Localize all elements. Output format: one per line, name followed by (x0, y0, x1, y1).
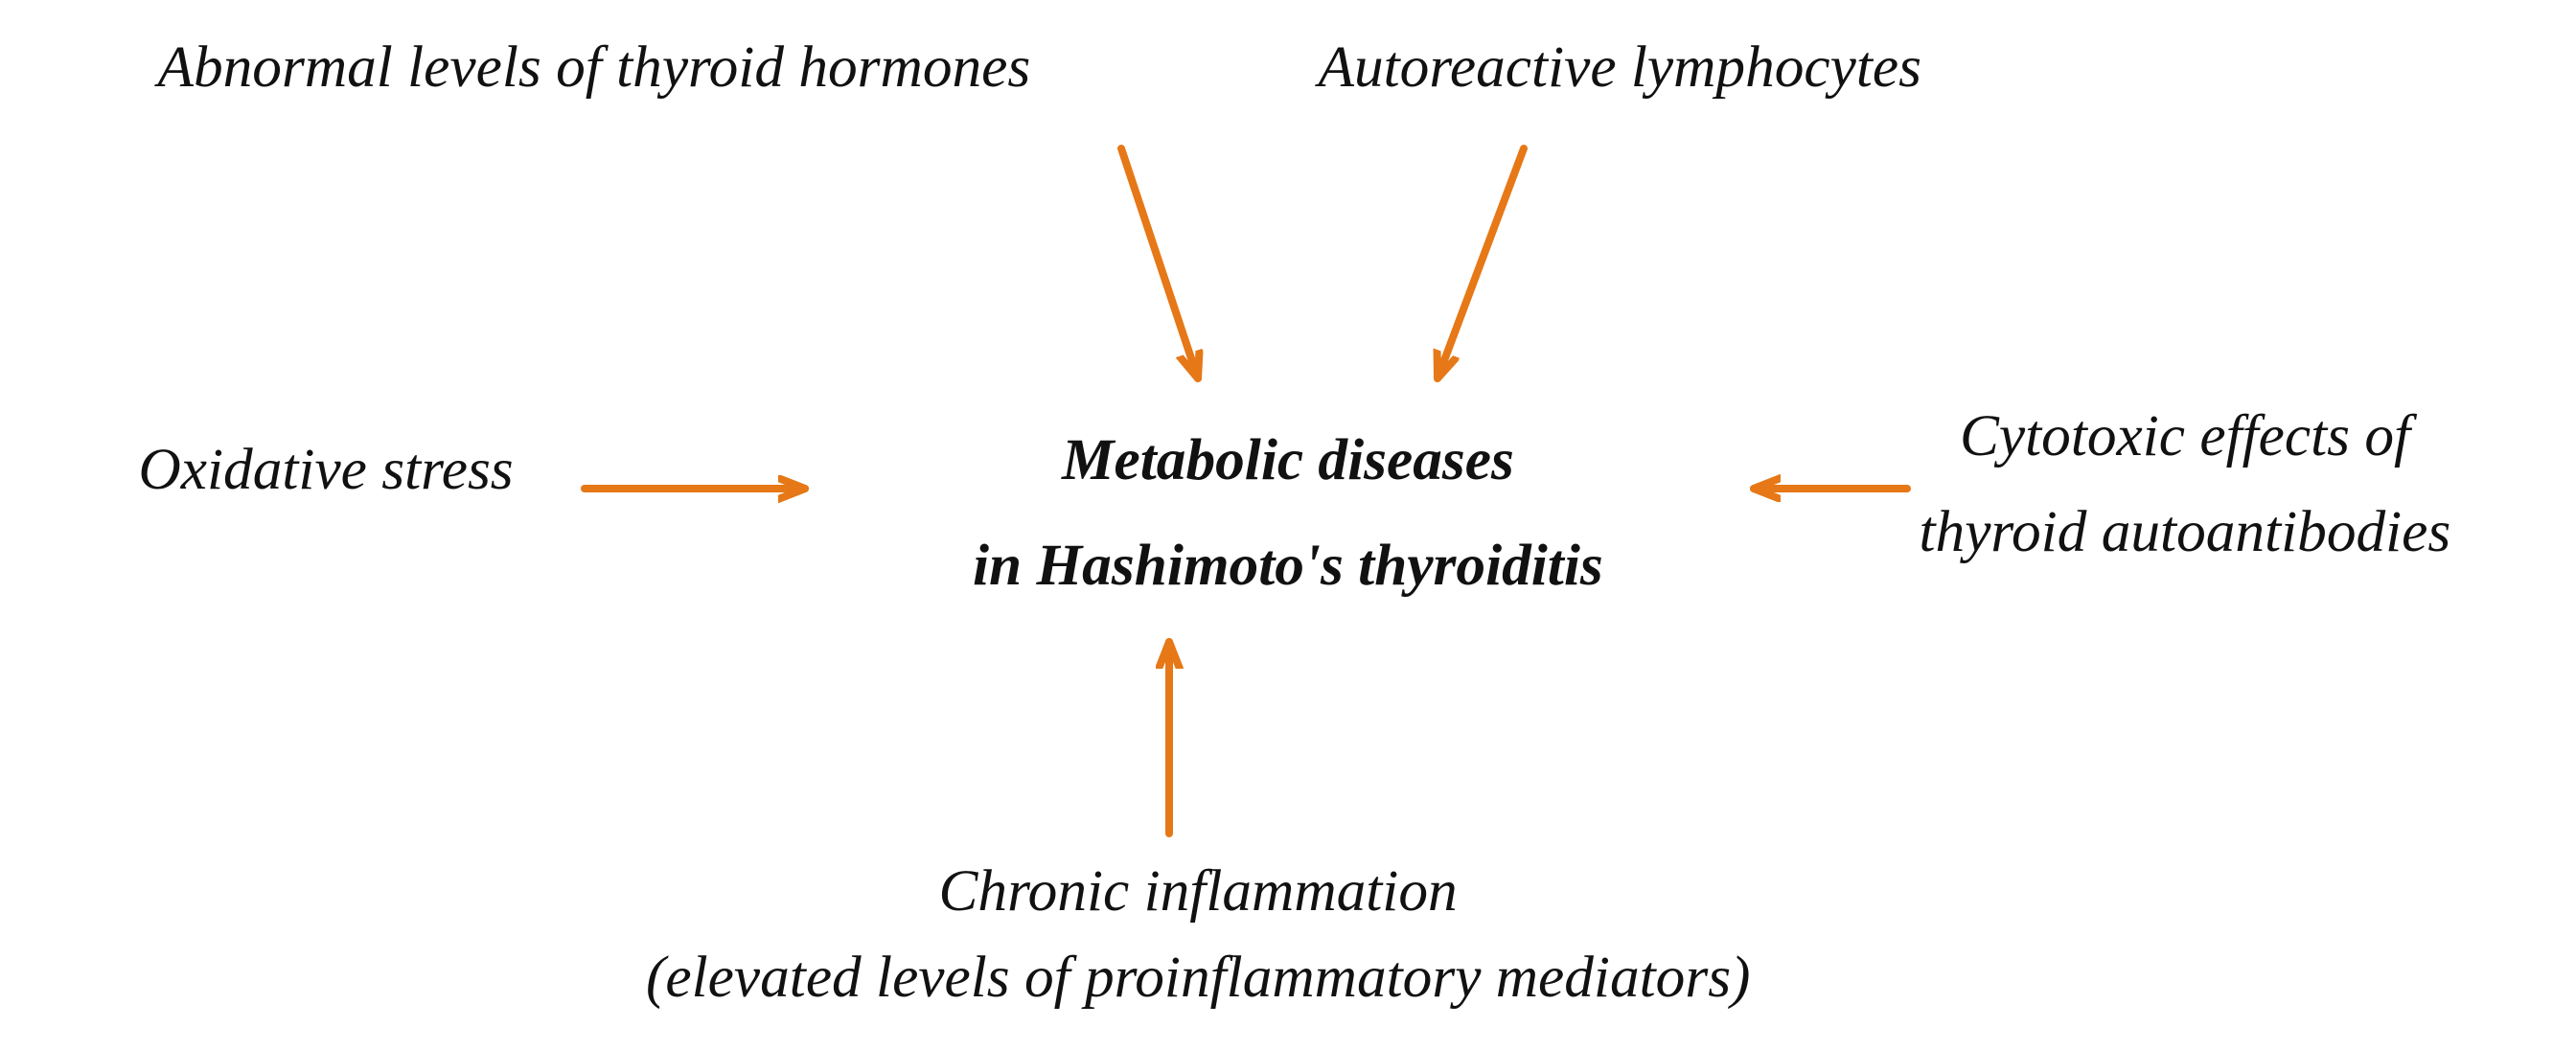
node-cytotoxic-effects-line2: thyroid autoantibodies (1920, 495, 2451, 569)
node-chronic-inflammation-line1: Chronic inflammation (939, 855, 1458, 928)
center-node-line1: Metabolic diseases (1062, 423, 1514, 497)
node-cytotoxic-effects-line1: Cytotoxic effects of (1960, 399, 2410, 473)
node-abnormal-thyroid-hormones: Abnormal levels of thyroid hormones (158, 31, 1031, 104)
node-chronic-inflammation-line2: (elevated levels of proinflammatory medi… (646, 941, 1750, 1015)
node-oxidative-stress: Oxidative stress (139, 433, 514, 507)
diagram-stage: Metabolic diseases in Hashimoto's thyroi… (0, 0, 2576, 1050)
node-autoreactive-lymphocytes: Autoreactive lymphocytes (1319, 31, 1921, 104)
arrow-top_left (1121, 148, 1198, 378)
center-node-line2: in Hashimoto's thyroiditis (973, 529, 1603, 603)
arrow-top_right (1438, 148, 1524, 378)
